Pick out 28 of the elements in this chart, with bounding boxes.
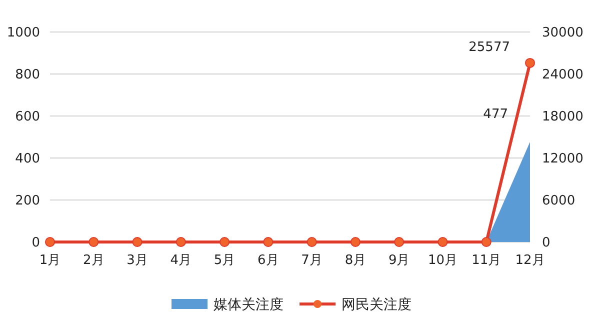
x-tick-label: 2月 bbox=[82, 253, 104, 268]
y2-tick-label: 30000 bbox=[542, 26, 584, 41]
legend-label: 网民关注度 bbox=[342, 296, 412, 313]
x-tick-label: 5月 bbox=[214, 253, 236, 268]
y-tick-label: 600 bbox=[15, 110, 40, 125]
y2-tick-label: 18000 bbox=[542, 110, 584, 125]
data-label: 477 bbox=[483, 106, 508, 122]
x-tick-label: 4月 bbox=[170, 253, 192, 268]
y-tick-label: 800 bbox=[15, 68, 40, 83]
x-tick-label: 8月 bbox=[344, 253, 366, 268]
legend-label: 媒体关注度 bbox=[214, 296, 284, 313]
x-tick-label: 3月 bbox=[126, 253, 148, 268]
y-tick-label: 0 bbox=[32, 236, 40, 251]
x-tick-label: 1月 bbox=[39, 253, 61, 268]
x-tick-label: 12月 bbox=[515, 253, 545, 268]
x-tick-label: 7月 bbox=[301, 253, 322, 268]
x-tick-label: 11月 bbox=[472, 253, 502, 268]
x-tick-label: 6月 bbox=[258, 253, 279, 268]
x-tick-label: 9月 bbox=[388, 253, 410, 268]
y2-tick-label: 0 bbox=[542, 236, 550, 251]
y-tick-label: 200 bbox=[15, 194, 40, 209]
y2-tick-label: 12000 bbox=[542, 152, 584, 167]
y2-tick-label: 24000 bbox=[542, 68, 584, 83]
y-tick-label: 1000 bbox=[6, 26, 40, 41]
data-label: 25577 bbox=[468, 40, 510, 55]
y2-tick-label: 6000 bbox=[542, 194, 576, 209]
x-tick-label: 10月 bbox=[428, 253, 458, 268]
y-tick-label: 400 bbox=[15, 152, 40, 167]
